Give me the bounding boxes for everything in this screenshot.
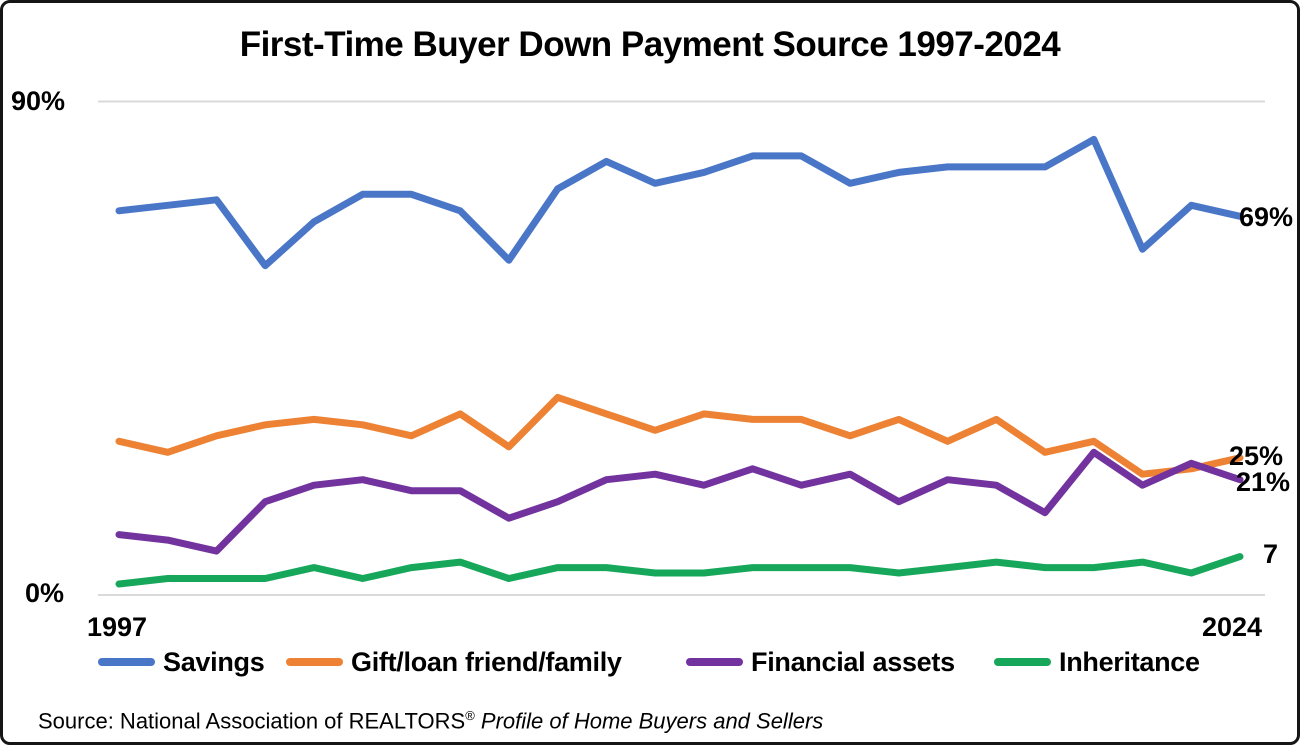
y-axis-tick-0: 0% <box>25 578 65 608</box>
end-label-gift: 25% <box>1229 441 1284 471</box>
legend-swatch-inheritance <box>994 658 1051 666</box>
legend-swatch-financial-assets <box>686 658 743 666</box>
legend-swatch-savings <box>98 658 155 666</box>
series-line-financial-assets <box>115 448 1244 555</box>
source-text: Source: National Association of REALTORS <box>38 708 466 734</box>
series-line-savings <box>115 135 1244 270</box>
legend-swatch-gift <box>286 658 343 666</box>
legend-item-inheritance: Inheritance <box>994 647 1200 677</box>
series-line-inheritance <box>115 553 1244 588</box>
legend-label-savings: Savings <box>163 647 265 677</box>
end-label-inheritance: 7 <box>1263 539 1279 569</box>
series-line-gift-loan-friend-family <box>115 393 1244 478</box>
chart-title: First-Time Buyer Down Payment Source 199… <box>239 25 1061 64</box>
plot-area <box>98 100 1265 596</box>
end-label-savings: 69% <box>1239 202 1294 232</box>
y-axis-tick-90: 90% <box>11 86 66 116</box>
x-axis-label-end: 2024 <box>1202 612 1263 642</box>
legend-label-financial-assets: Financial assets <box>751 647 955 677</box>
legend-label-gift: Gift/loan friend/family <box>351 647 622 677</box>
source-publication-title: Profile of Home Buyers and Sellers <box>474 708 824 734</box>
source-attribution: Source: National Association of REALTORS… <box>38 702 823 735</box>
plot-lines <box>115 135 1244 588</box>
legend-item-savings: Savings <box>98 647 265 677</box>
legend-item-financial-assets: Financial assets <box>686 647 955 677</box>
x-axis-label-start: 1997 <box>87 612 148 642</box>
legend-label-inheritance: Inheritance <box>1059 647 1200 677</box>
end-label-financial-assets: 21% <box>1236 467 1291 497</box>
registered-trademark-symbol: ® <box>465 708 475 723</box>
legend-item-gift: Gift/loan friend/family <box>286 647 622 677</box>
